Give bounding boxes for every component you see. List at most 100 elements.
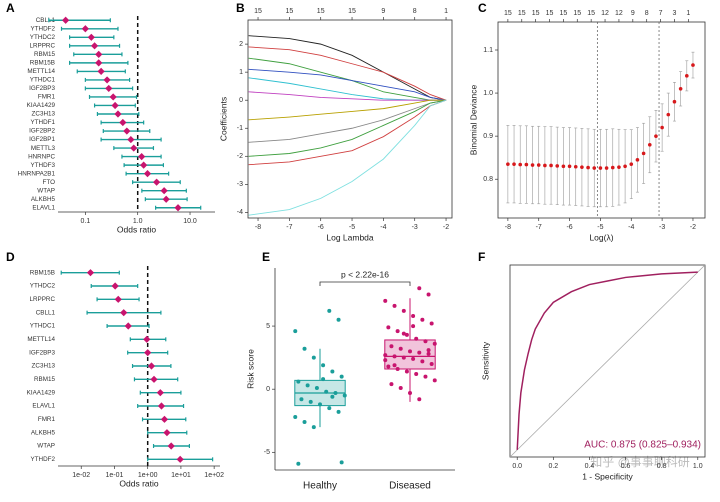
y-tick-label: -4 [237, 209, 243, 216]
deviance-point [660, 125, 664, 130]
deviance-point [549, 163, 553, 168]
deviance-point [610, 165, 615, 170]
sample-point [411, 356, 416, 361]
odds-point [97, 67, 105, 75]
sample-point [321, 363, 326, 368]
y-tick-label: 2 [239, 41, 243, 48]
y-tick-label: -5 [264, 449, 270, 456]
deviance-point [691, 63, 695, 67]
sample-point [389, 344, 394, 349]
x-axis-label: Odds ratio [119, 478, 158, 488]
sample-point [330, 394, 335, 399]
category-label: FMR1 [38, 94, 56, 101]
y-tick-label: 0 [266, 386, 270, 393]
odds-point [124, 322, 132, 330]
x-tick-label: 1e+02 [204, 472, 224, 479]
deviance-point [536, 163, 541, 167]
top-tick-label: 15 [546, 10, 554, 17]
odds-point [140, 161, 148, 169]
sample-point [423, 339, 428, 344]
odds-point [95, 50, 103, 58]
sample-point [293, 329, 298, 334]
top-tick-label: 9 [631, 10, 635, 17]
top-tick-label: 1 [444, 8, 448, 15]
sample-point [314, 385, 319, 390]
category-label: YTHDF1 [31, 119, 56, 126]
category-label: YTHDC1 [30, 77, 56, 84]
sample-point [333, 390, 338, 395]
sample-point [327, 308, 332, 313]
odds-point [120, 309, 128, 317]
sample-point [429, 361, 434, 366]
plot-frame [509, 264, 706, 458]
sample-point [420, 359, 425, 364]
series-line [248, 99, 447, 157]
x-tick-label: Diseased [389, 481, 431, 492]
sample-point [408, 349, 412, 354]
panel-label: A [6, 1, 15, 15]
category-label: LRPPRC [29, 42, 55, 49]
category-label: RBM15 [34, 376, 55, 383]
series-line [248, 99, 447, 216]
deviance-point [629, 162, 634, 166]
category-label: ALKBH5 [31, 429, 56, 436]
odds-point [162, 195, 170, 203]
top-tick-label: 15 [560, 10, 568, 17]
x-tick-label: -7 [286, 224, 292, 231]
sample-point [386, 325, 391, 330]
sample-point [420, 317, 425, 322]
odds-point [157, 402, 166, 410]
sample-point [395, 329, 400, 334]
y-tick-label: -3 [237, 181, 243, 188]
category-label: ALKBH5 [31, 196, 56, 203]
deviance-point [604, 166, 609, 170]
x-tick-label: -5 [349, 224, 355, 231]
category-label: FMR1 [38, 416, 56, 423]
category-label: IGF2BP3 [29, 85, 55, 92]
category-label: CBLL1 [36, 17, 56, 24]
sample-point [411, 324, 416, 329]
deviance-point [684, 74, 689, 78]
x-tick-label: 1e+00 [138, 472, 158, 479]
category-label: YTHDF2 [31, 456, 56, 463]
y-tick-label: 0 [239, 97, 243, 104]
category-label: YTHDF3 [31, 162, 56, 169]
x-tick-label: -3 [659, 224, 665, 231]
x-tick-label: -2 [443, 224, 449, 231]
deviance-point [561, 164, 566, 169]
sample-point [383, 358, 388, 363]
x-tick-label: -5 [597, 224, 603, 231]
sample-point [411, 313, 416, 318]
odds-point [174, 204, 182, 212]
x-axis-label: Odds ratio [117, 224, 156, 234]
x-tick-label: 1e-01 [106, 472, 124, 479]
sample-point [296, 379, 301, 384]
category-label: WTAP [37, 443, 55, 450]
sample-point [401, 331, 406, 336]
category-label: CBLL1 [36, 309, 56, 316]
sample-point [426, 348, 431, 353]
odds-point [119, 118, 127, 127]
series-line [248, 99, 447, 121]
odds-point [176, 455, 184, 463]
y-tick-label: 1.1 [483, 47, 493, 54]
series-line [248, 57, 447, 101]
deviance-point [573, 164, 578, 169]
x-tick-label: -4 [628, 224, 634, 231]
category-label: YTHDF2 [31, 25, 56, 32]
top-tick-label: 15 [587, 10, 595, 17]
deviance-point [617, 165, 621, 169]
top-tick-label: 9 [381, 8, 385, 15]
sample-point [423, 374, 428, 379]
sample-point [308, 399, 313, 404]
category-label: FTO [43, 179, 56, 186]
annotation: AUC: 0.875 (0.825–0.934) [584, 440, 701, 451]
sample-point [321, 377, 326, 382]
sample-point [392, 354, 397, 359]
category-label: IGF2BP3 [29, 349, 55, 356]
sample-point [432, 341, 437, 346]
x-tick-label: 10.0 [183, 218, 197, 225]
category-label: KIAA1429 [27, 102, 56, 109]
category-label: ELAVL1 [32, 204, 55, 211]
